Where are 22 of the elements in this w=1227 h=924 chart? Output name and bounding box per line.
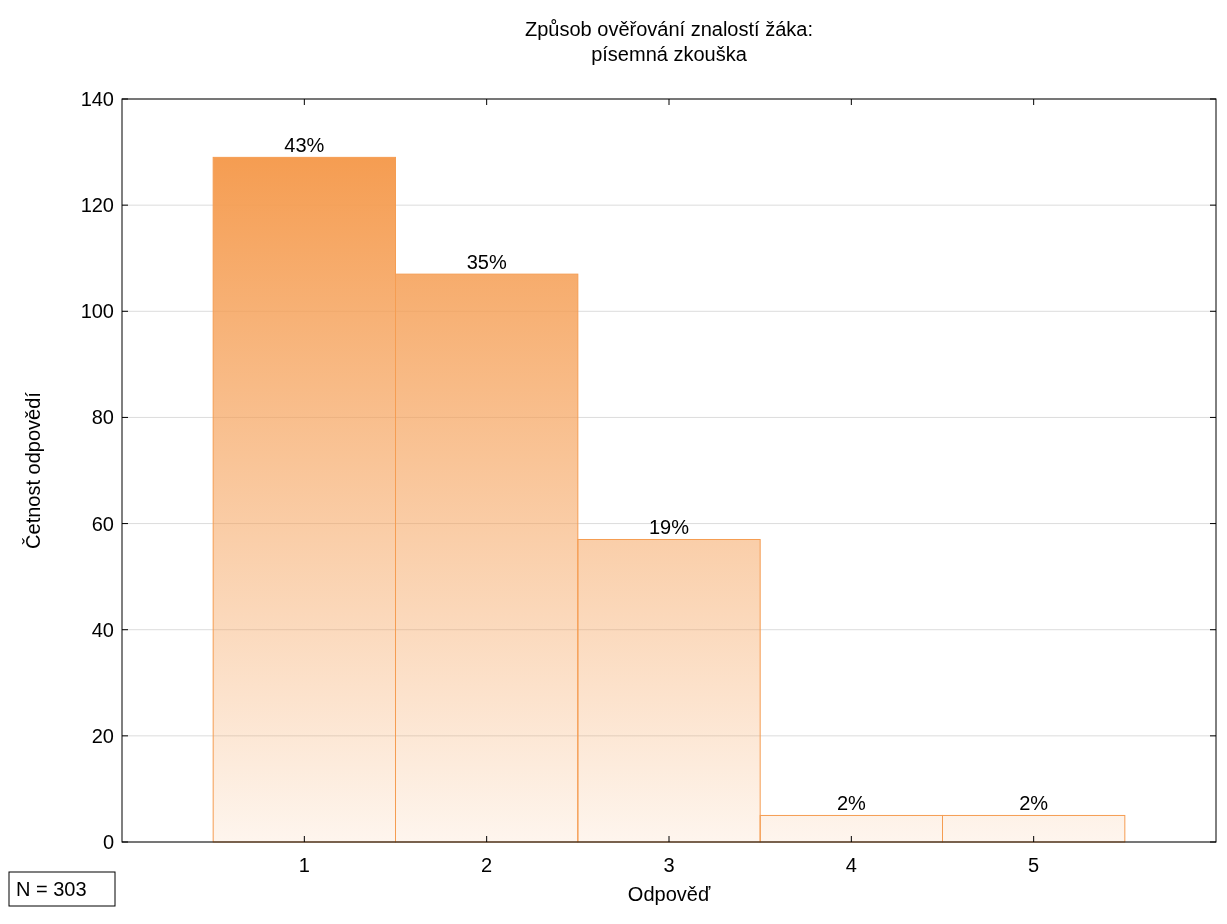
x-tick-label: 3 [663,854,675,876]
y-tick-label: 120 [80,194,114,217]
x-tick-label: 2 [481,854,493,876]
x-tick-label: 4 [845,854,857,876]
annotation: 43% [284,134,325,157]
x-tick-label: 5 [1028,854,1040,876]
annotation: 2% [1019,792,1049,815]
y-tick-label: 140 [80,88,114,110]
annotation: 2% [836,792,866,815]
y-tick-label: 60 [91,512,114,535]
y-tick-label: 0 [102,831,114,853]
x-tick-label: 1 [298,854,310,876]
y-tick-label: 40 [91,618,114,641]
y-axis-title: Četnost odpovědí [22,391,44,549]
chart-title: Způsob ověřování znalostí žáka: písemná zkouška [525,18,813,65]
y-tick-label: 80 [91,406,114,429]
annotation: 35% [466,251,507,274]
annotation: 19% [648,516,690,539]
text: N = 303 [16,878,87,900]
y-tick-label: 100 [80,300,114,323]
x-axis-title: Odpověď [627,883,711,905]
y-tick-label: 20 [91,724,114,747]
